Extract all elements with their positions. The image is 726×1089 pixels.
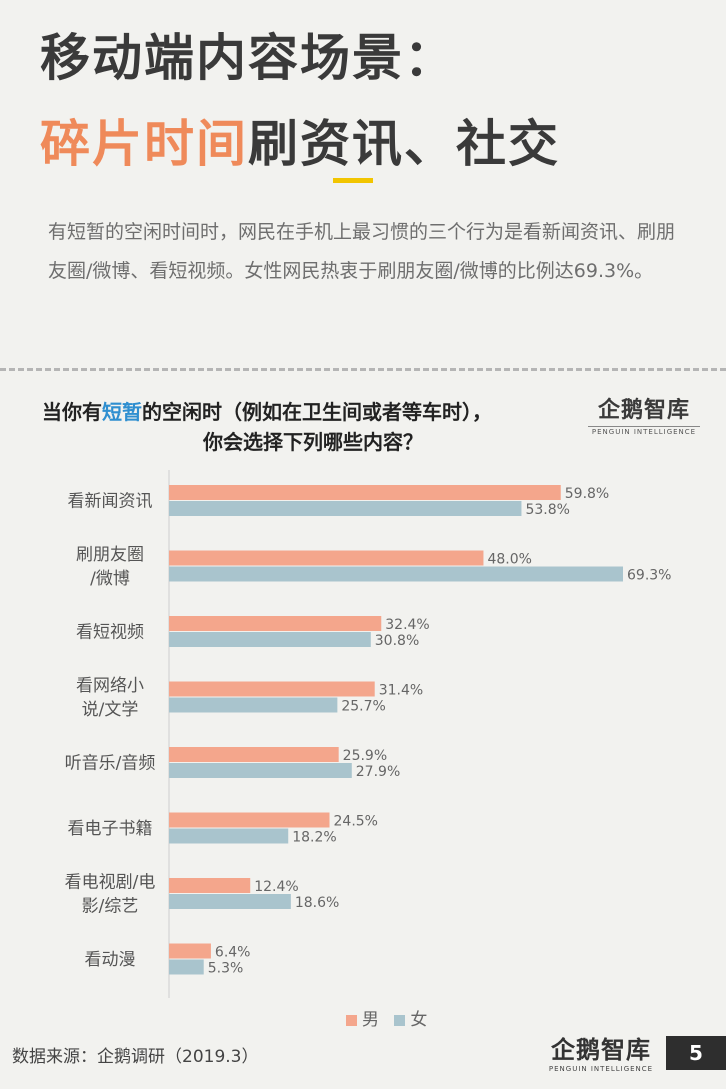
category-label: 刷朋友圈 (76, 545, 144, 565)
chart-question-line1: 当你有短暂的空闲时（例如在卫生间或者等车时）， (42, 396, 492, 425)
data-label: 69.3% (627, 568, 671, 584)
category-label: 影/综艺 (82, 897, 139, 917)
bar-chart: 看新闻资讯 59.8%53.8% 刷朋友圈/微博 48.0% 69.3% 看短视频 32.4… (65, 470, 671, 998)
data-label: 48.0% (487, 552, 531, 568)
bar-female (169, 501, 522, 516)
brand-logo: 企鹅智库 PENGUIN INTELLIGENCE (588, 392, 700, 436)
page-title-line1: 移动端内容场景： (40, 29, 456, 87)
bar-male (169, 747, 339, 762)
bar-female (169, 763, 352, 778)
title-rest: 刷资讯、社交 (248, 115, 560, 173)
category-label: 看电子书籍 (68, 819, 153, 839)
data-label: 25.7% (341, 699, 385, 715)
category-label: 看动漫 (85, 950, 136, 970)
bar-female (169, 566, 623, 582)
page-title-line2: 碎片时间刷资讯、社交 (40, 104, 560, 176)
legend-label-female: 女 (410, 1010, 428, 1030)
bar-male (169, 812, 330, 828)
bar-female (169, 828, 289, 844)
footer-logo-name: 企鹅智库 (551, 1036, 651, 1064)
data-label: 59.8% (565, 486, 609, 502)
bar-male (169, 943, 211, 959)
data-label: 32.4% (385, 617, 429, 633)
footer-logo: 企鹅智库 PENGUIN INTELLIGENCE (546, 1030, 656, 1073)
data-label: 5.3% (208, 961, 244, 977)
bar-female (169, 632, 371, 647)
category-label: 看新闻资讯 (68, 492, 153, 512)
data-label: 27.9% (356, 764, 400, 780)
bar-male (169, 550, 484, 566)
legend-item-female: 女 (394, 1010, 427, 1030)
data-label: 25.9% (343, 748, 387, 764)
category-label: /微博 (90, 569, 130, 589)
bar-female (169, 959, 204, 975)
category-label: 听音乐/音频 (65, 754, 156, 774)
bar-female (169, 894, 291, 909)
page-number: 5 (666, 1036, 726, 1070)
chart-question-line2: 你会选择下列哪些内容？ (203, 430, 423, 454)
intro-paragraph: 有短暂的空闲时间时，网民在手机上最习惯的三个行为是看新闻资讯、刷朋友圈/微博、看… (48, 221, 676, 282)
bar-male (169, 878, 251, 893)
data-label: 30.8% (375, 633, 419, 649)
chart-legend: 男 女 (346, 1005, 437, 1030)
data-source: 数据来源：企鹅调研（2019.3） (12, 1047, 259, 1067)
bar-male (169, 616, 382, 631)
question-highlight: 短暂 (102, 400, 142, 424)
section-divider (0, 368, 726, 371)
data-label: 12.4% (254, 879, 298, 895)
legend-swatch-male (346, 1014, 357, 1026)
logo-english: PENGUIN INTELLIGENCE (588, 426, 700, 436)
data-label: 6.4% (215, 945, 251, 961)
data-label: 53.8% (525, 502, 569, 518)
bar-female (169, 697, 338, 713)
data-label: 18.2% (292, 830, 336, 846)
data-label: 24.5% (334, 814, 378, 830)
bar-male (169, 485, 561, 500)
legend-label-male: 男 (362, 1010, 379, 1030)
category-label: 看电视剧/电 (65, 873, 156, 893)
legend-item-male: 男 (346, 1010, 379, 1030)
data-label: 31.4% (379, 683, 423, 699)
bar-male (169, 681, 375, 697)
category-label: 看网络小 (76, 676, 144, 696)
category-label: 说/文学 (82, 700, 139, 720)
title-accent-bar (333, 178, 373, 183)
legend-swatch-female (394, 1014, 406, 1026)
question-part2: 的空闲时（例如在卫生间或者等车时）， (142, 400, 492, 424)
category-label: 看短视频 (76, 623, 144, 643)
footer-logo-english: PENGUIN INTELLIGENCE (548, 1065, 654, 1073)
data-label: 18.6% (295, 895, 339, 911)
logo-name: 企鹅智库 (597, 398, 690, 423)
question-part1: 当你有 (42, 400, 102, 424)
title-highlight: 碎片时间 (40, 115, 248, 173)
